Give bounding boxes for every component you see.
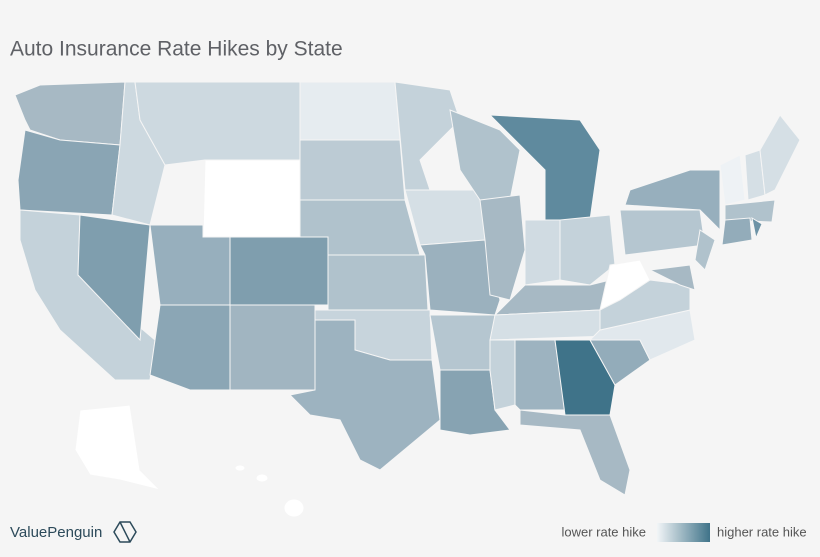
state [619,209,706,256]
state [229,304,316,391]
state [299,81,401,141]
state [134,81,301,166]
state [149,224,231,306]
state [489,339,516,411]
state [719,154,746,206]
state [694,229,716,271]
state [327,254,429,311]
state [721,217,753,246]
state [394,81,461,191]
title: Auto Insurance Rate Hikes by State [10,38,343,61]
state [759,114,801,196]
legend-high-label: higher rate hike [717,524,807,539]
state [599,259,651,311]
state [524,219,561,286]
brand-icon [113,521,137,543]
state [202,159,301,238]
state [648,264,696,291]
state [751,216,763,240]
state [514,339,566,411]
state [429,314,496,371]
state [149,304,231,391]
legend-gradient [657,523,710,542]
legend-low-label: lower rate hike [561,524,646,539]
state [404,189,486,246]
state [255,473,269,483]
state [724,199,776,223]
state [624,169,721,232]
state [234,464,246,472]
state [299,139,406,201]
state [77,214,151,342]
state [519,409,631,496]
state [74,404,162,491]
state [229,236,329,306]
us-map [14,81,801,518]
brand: ValuePenguin [10,524,102,541]
state [288,319,441,471]
state [283,498,305,518]
state [559,214,616,286]
